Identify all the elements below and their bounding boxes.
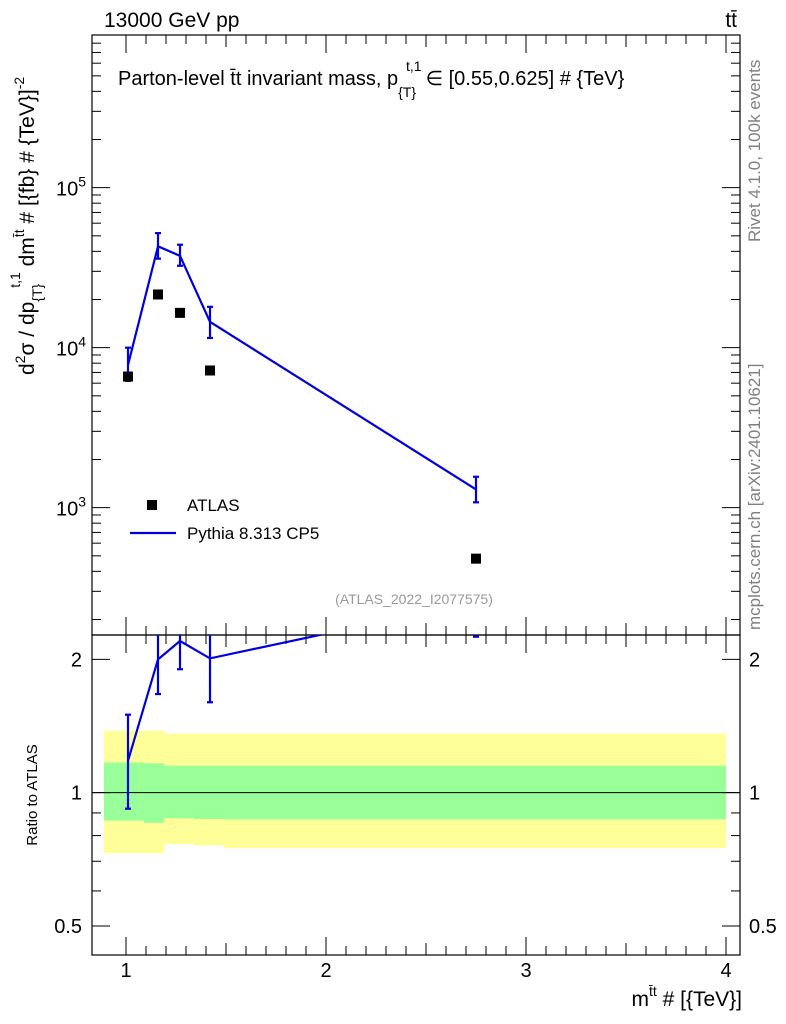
main-axes: 103 104 105 bbox=[56, 34, 740, 635]
ratio-y-axis-label: Ratio to ATLAS bbox=[24, 744, 41, 845]
band-stat-bin-0 bbox=[104, 762, 144, 821]
ratio-y-tick-label-right: 0.5 bbox=[749, 916, 777, 938]
analysis-annotation: (ATLAS_2022_I2077575) bbox=[335, 591, 493, 607]
plot-title-range: ∈ [0.55,0.625] # {TeV} bbox=[426, 68, 625, 90]
legend-pythia-label: Pythia 8.313 CP5 bbox=[187, 524, 319, 543]
ratio-y-tick-label-right: 1 bbox=[749, 783, 760, 805]
header-energy: 13000 GeV pp bbox=[104, 9, 239, 32]
band-stat-bin-2 bbox=[164, 765, 194, 819]
atlas-point bbox=[153, 289, 163, 300]
legend-atlas-label: ATLAS bbox=[187, 496, 240, 515]
main-y-tick-label: 103 bbox=[56, 494, 86, 521]
ratio-uncertainty-bands bbox=[104, 730, 726, 854]
ratio-y-tick-label-left: 2 bbox=[71, 649, 82, 671]
ratio-axes: 0.5 0.5 1 1 2 2 1 2 3 4 bbox=[54, 635, 777, 982]
ratio-plot-frame bbox=[91, 634, 741, 956]
x-tick-label: 1 bbox=[120, 960, 131, 982]
header-process: tt̄ bbox=[725, 9, 737, 32]
ratio-y-tick-label-left: 1 bbox=[71, 783, 82, 805]
pythia-line bbox=[126, 244, 477, 491]
main-y-tick-label: 104 bbox=[56, 334, 86, 361]
ratio-plot-data bbox=[125, 635, 479, 810]
plot-title-sup: t,1 bbox=[406, 58, 422, 74]
plot-title-prefix: Parton-level t̄t invariant mass, p bbox=[118, 68, 398, 90]
main-plot-frame bbox=[91, 34, 741, 636]
rivet-version-label: Rivet 4.1.0, 100k events bbox=[745, 59, 764, 242]
legend: ATLAS Pythia 8.313 CP5 bbox=[130, 496, 319, 543]
main-plot-data bbox=[123, 232, 481, 564]
atlas-point bbox=[175, 307, 185, 318]
x-tick-label: 2 bbox=[320, 960, 331, 982]
atlas-point bbox=[471, 553, 481, 564]
plot-title-sub: {T} bbox=[398, 84, 416, 100]
legend-atlas-marker bbox=[147, 500, 157, 510]
main-y-tick-label: 105 bbox=[56, 174, 86, 201]
plot-title: Parton-level t̄t invariant mass, p{T} t,1… bbox=[118, 58, 625, 100]
atlas-point bbox=[205, 365, 215, 376]
main-y-axis-label: d2σ / dp{T}t,1 dmt̄t # [{fb} # {TeV}]-2 bbox=[7, 77, 45, 375]
ratio-y-tick-label-left: 0.5 bbox=[54, 916, 82, 938]
atlas-point bbox=[123, 371, 133, 382]
x-tick-label: 4 bbox=[720, 960, 731, 982]
x-tick-label: 3 bbox=[520, 960, 531, 982]
x-axis-label: mt̄t # [{TeV}] bbox=[631, 983, 742, 1011]
ratio-y-tick-label-right: 2 bbox=[749, 649, 760, 671]
mcplots-source-label: mcplots.cern.ch [arXiv:2401.10621] bbox=[745, 363, 764, 630]
